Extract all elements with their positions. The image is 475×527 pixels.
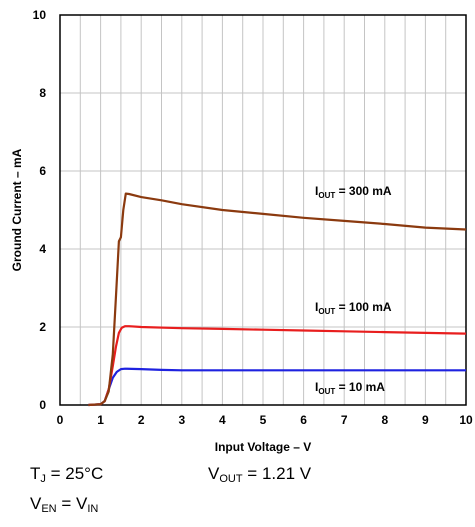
condition-ven-main: V [30,494,42,513]
y-tick-labels: 0 2 4 6 8 10 [33,8,47,412]
y-tick-label: 2 [39,320,46,334]
x-axis-title: Input Voltage – V [215,440,311,454]
series-300ma-line [88,192,467,407]
condition-vout-main: V [208,464,220,483]
label-100ma-value: = 100 mA [335,300,392,314]
label-10ma-main: I [315,380,318,394]
label-10ma-sub: OUT [318,387,335,396]
grid [60,15,466,405]
label-100ma-sub: OUT [318,307,335,316]
x-tick-label: 0 [57,413,64,427]
y-tick-label: 6 [39,164,46,178]
y-tick-label: 8 [39,86,46,100]
x-tick-label: 2 [138,413,145,427]
x-tick-label: 4 [219,413,226,427]
x-tick-label: 9 [422,413,429,427]
plot-frame [59,14,467,406]
x-tick-labels: 0 1 2 3 4 5 6 7 8 9 10 [57,413,473,427]
condition-vout-sub: OUT [219,473,243,485]
label-100ma-main: I [315,300,318,314]
condition-tj-value: = 25°C [45,464,104,483]
condition-tj: TJ = 25°C [30,464,103,485]
condition-ven-sub: EN [41,503,57,515]
x-tick-label: 1 [97,413,104,427]
series-group [88,192,467,407]
label-100ma: IOUT = 100 mA [315,300,392,316]
label-300ma-main: I [315,184,318,198]
label-300ma-sub: OUT [318,191,335,200]
condition-vout-value: = 1.21 V [242,464,312,483]
x-tick-label: 6 [300,413,307,427]
condition-ven: VEN = VIN [30,494,98,515]
y-axis-title: Ground Current – mA [10,148,24,271]
y-tick-label: 4 [39,242,46,256]
label-10ma-value: = 10 mA [335,380,385,394]
y-tick-label: 0 [39,398,46,412]
condition-tj-main: T [30,464,41,483]
label-300ma: IOUT = 300 mA [315,184,392,200]
condition-vout: VOUT = 1.21 V [208,464,311,485]
x-tick-label: 10 [459,413,473,427]
x-tick-label: 5 [260,413,267,427]
x-tick-label: 8 [381,413,388,427]
y-tick-label: 10 [33,8,47,22]
x-tick-label: 7 [341,413,348,427]
label-300ma-value: = 300 mA [335,184,392,198]
condition-ven-eq: = V [56,494,88,513]
condition-ven-rhs-sub: IN [87,503,99,515]
x-tick-label: 3 [178,413,185,427]
condition-tj-sub: J [40,473,46,485]
label-10ma: IOUT = 10 mA [315,380,385,396]
